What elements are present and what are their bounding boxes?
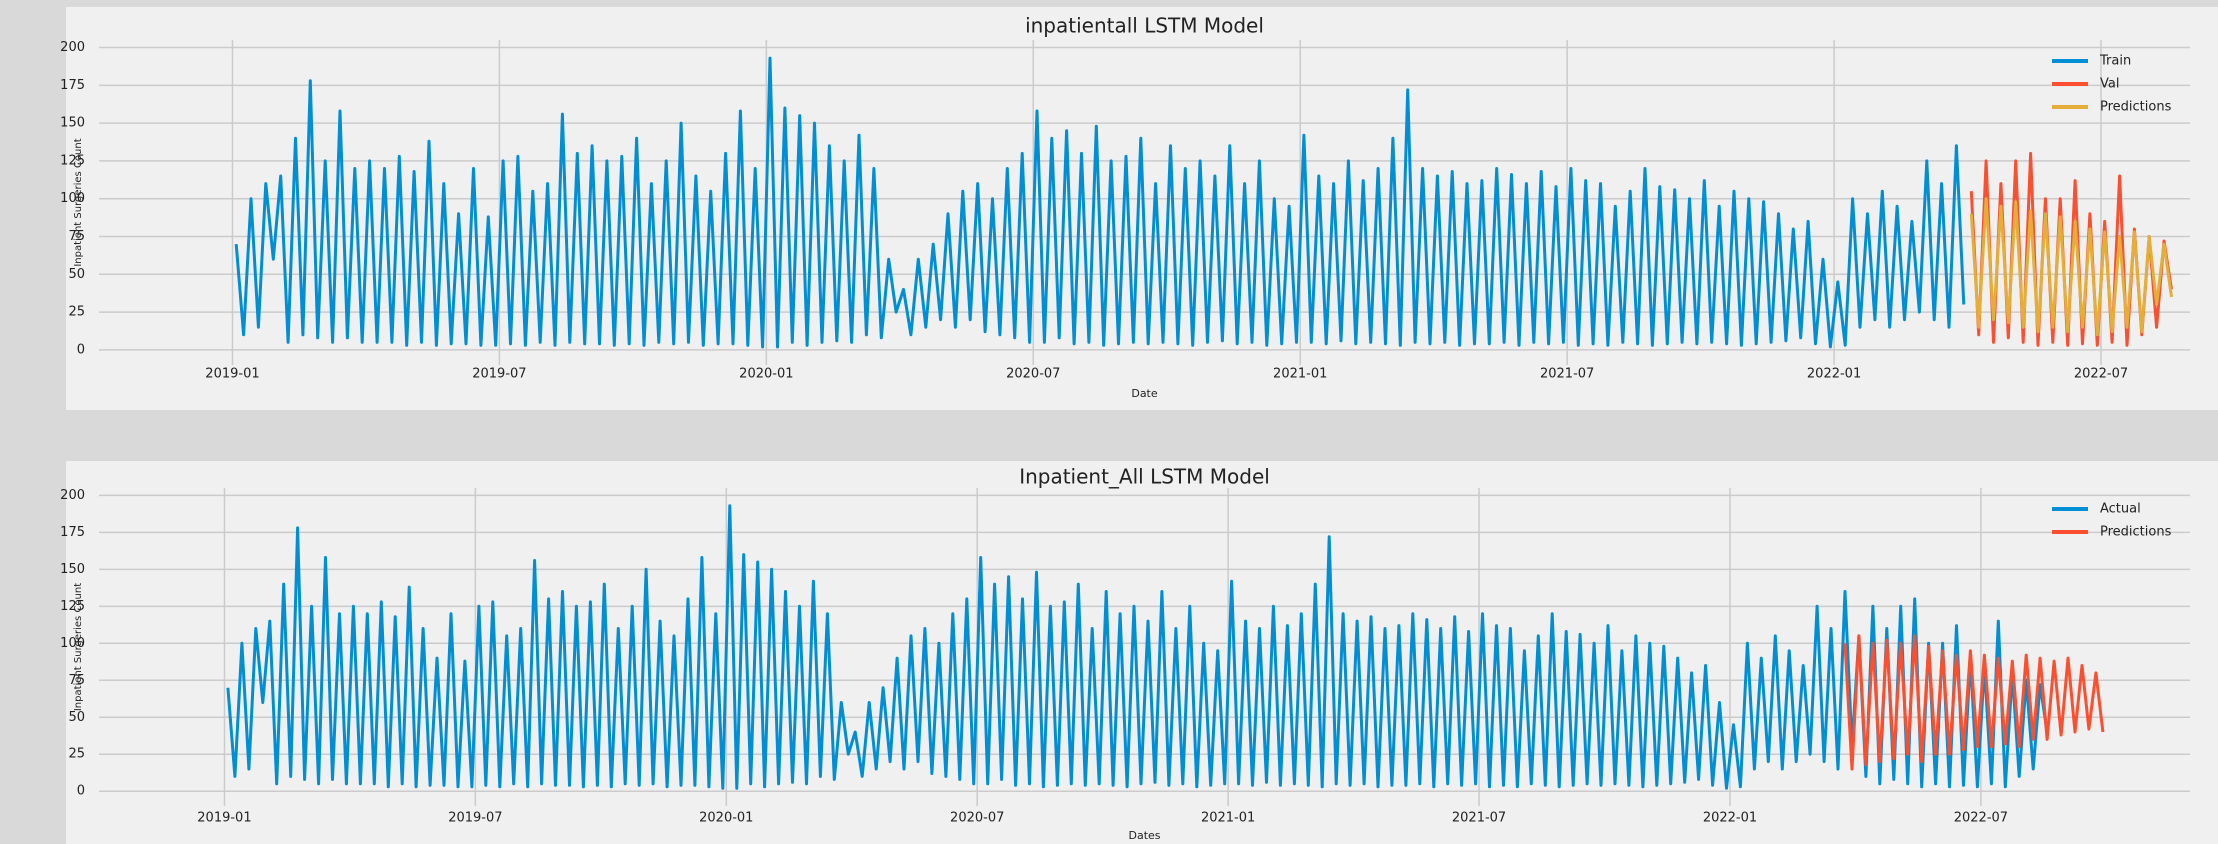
y-axis-label: Inpatient Surgeries Count [73,138,84,266]
series-line [234,56,1966,349]
x-tick-label: 2020-07 [1006,367,1060,382]
x-tick-label: 2022-07 [2074,367,2128,382]
x-tick-label: 2019-07 [448,811,502,826]
x-tick-label: 2019-07 [472,367,526,382]
series-line [226,504,2049,790]
y-tick-label: 75 [68,229,85,244]
y-tick-label: 50 [68,710,85,725]
x-tick-label: 2019-01 [205,367,259,382]
legend-label: Actual [2100,502,2141,517]
y-tick-label: 200 [60,488,85,503]
y-tick-label: 50 [68,267,85,282]
x-tick-label: 2021-07 [1452,811,1506,826]
y-tick-label: 200 [60,40,85,55]
y-tick-label: 75 [68,673,85,688]
y-tick-label: 25 [68,305,85,320]
y-tick-label: 0 [77,342,85,357]
y-axis-label: Inpatient Surgeries Count [73,583,84,711]
y-tick-label: 100 [60,636,85,651]
x-tick-label: 2022-01 [1703,811,1757,826]
x-tick-label: 2021-07 [1540,367,1594,382]
legend-label: Train [2099,54,2131,69]
x-tick-label: 2020-01 [699,811,753,826]
y-tick-label: 175 [60,525,85,540]
x-tick-label: 2022-01 [1807,367,1861,382]
x-tick-label: 2019-01 [197,811,251,826]
y-tick-label: 150 [60,562,85,577]
legend-label: Val [2100,77,2119,92]
y-tick-label: 150 [60,116,85,131]
x-tick-label: 2020-01 [739,367,793,382]
y-tick-label: 0 [77,784,85,799]
y-tick-label: 25 [68,747,85,762]
y-tick-label: 175 [60,78,85,93]
y-tick-label: 125 [60,153,85,168]
x-tick-label: 2022-07 [1954,811,2008,826]
x-tick-label: 2020-07 [950,811,1004,826]
legend-label: Predictions [2100,100,2172,115]
y-tick-label: 100 [60,191,85,206]
chart-title: inpatientall LSTM Model [1025,14,1264,38]
series-line [1843,634,2105,771]
y-tick-label: 125 [60,599,85,614]
x-tick-label: 2021-01 [1201,811,1255,826]
legend-label: Predictions [2100,525,2172,540]
x-tick-label: 2021-01 [1273,367,1327,382]
x-axis-label: Date [1131,387,1158,400]
x-axis-label: Dates [1128,829,1160,842]
series-line [1969,197,2173,337]
chart-title: Inpatient_All LSTM Model [1019,465,1270,489]
